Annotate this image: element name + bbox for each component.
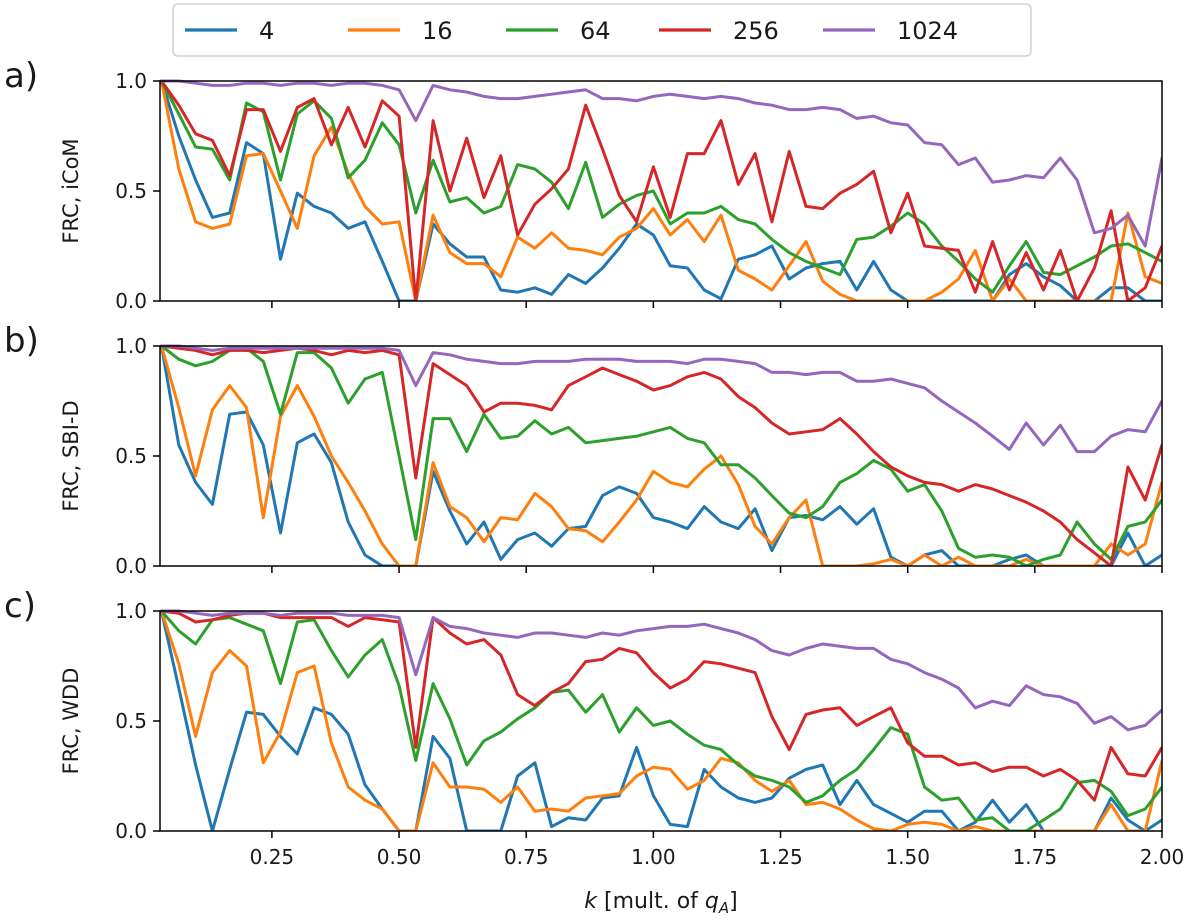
x-tick-label: 0.50: [377, 845, 422, 869]
series-line-16: [160, 344, 1162, 566]
series-line-256: [160, 79, 1162, 301]
panel-c: 0.0 0.5 1.0 0.25 0.50 0.75 1.00 1.25 1.50 1.75 2.0…: [4, 586, 1184, 869]
x-tick-label: 1.25: [758, 845, 803, 869]
legend-label-1024: 1024: [897, 17, 958, 45]
legend: 4 16 64 256 1024: [172, 3, 1032, 57]
panels: 0.0 0.5 1.0 FRC, iCoM a) 0.0 0.5 1.0 FRC, SBI-D b…: [4, 56, 1184, 869]
legend-label-4: 4: [259, 17, 274, 45]
y-tick-label: 0.0: [115, 819, 147, 843]
series-group: [160, 609, 1162, 831]
y-tick-label: 0.5: [115, 444, 147, 468]
x-tick-label: 1.75: [1013, 845, 1058, 869]
legend-label-16: 16: [422, 17, 453, 45]
x-tick-label: 0.25: [250, 845, 295, 869]
y-axis-label: FRC, iCoM: [59, 138, 83, 243]
series-group: [160, 79, 1162, 301]
series-line-1024: [160, 344, 1162, 454]
series-line-16: [160, 609, 1162, 831]
series-line-256: [160, 344, 1162, 566]
y-tick-label: 1.0: [115, 599, 147, 623]
y-tick-label: 1.0: [115, 334, 147, 358]
legend-frame: [172, 3, 1032, 57]
y-axis-label: FRC, SBI-D: [59, 400, 83, 511]
x-axis-label-text: k [mult. of qA]: [584, 889, 737, 917]
panel-letter: a): [4, 56, 38, 96]
series-line-64: [160, 609, 1162, 831]
series-line-4: [160, 609, 1162, 831]
series-line-256: [160, 609, 1162, 802]
x-tick-label: 1.00: [631, 845, 676, 869]
series-line-64: [160, 344, 1162, 566]
x-tick-label: 0.75: [504, 845, 549, 869]
panel-letter: c): [4, 586, 36, 626]
series-line-16: [160, 79, 1162, 301]
y-axis-label: FRC, WDD: [59, 668, 83, 775]
series-group: [160, 344, 1162, 566]
y-tick-label: 1.0: [115, 69, 147, 93]
x-axis-label: k [mult. of qA]: [584, 889, 737, 917]
legend-label-64: 64: [580, 17, 611, 45]
x-tick-label: 1.50: [885, 845, 930, 869]
series-line-1024: [160, 79, 1162, 248]
y-tick-label: 0.5: [115, 709, 147, 733]
series-line-1024: [160, 609, 1162, 732]
panel-letter: b): [4, 321, 39, 361]
panel-a: 0.0 0.5 1.0 FRC, iCoM a): [4, 56, 1163, 313]
y-tick-label: 0.0: [115, 554, 147, 578]
y-tick-label: 0.5: [115, 179, 147, 203]
x-tick-label: 2.00: [1140, 845, 1185, 869]
series-line-64: [160, 79, 1162, 294]
panel-b: 0.0 0.5 1.0 FRC, SBI-D b): [4, 321, 1163, 578]
y-tick-label: 0.0: [115, 289, 147, 313]
legend-label-256: 256: [733, 17, 779, 45]
